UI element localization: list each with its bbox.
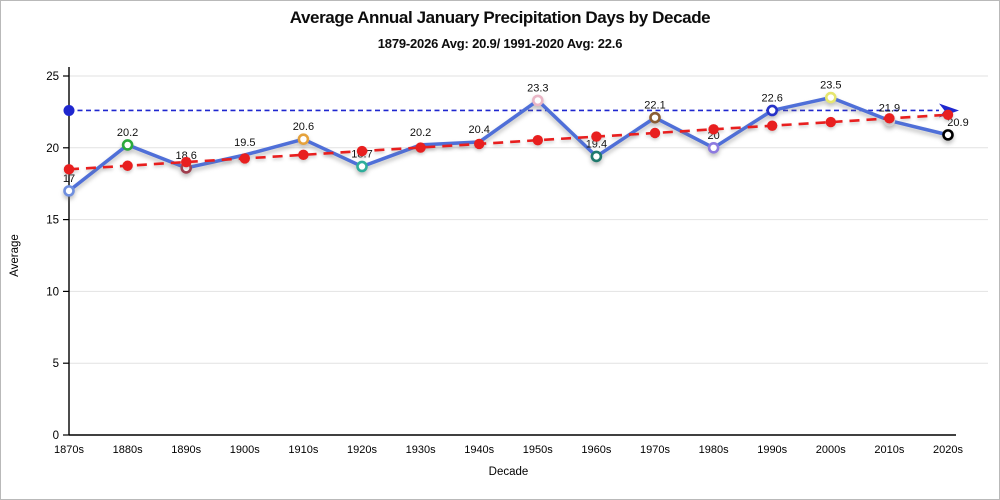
x-tick-label: 1940s <box>464 444 494 456</box>
data-label: 23.5 <box>820 80 841 92</box>
axes: 0 5 10 15 20 25 1870s 1880s 1890s 1900s 1910s 1920s… <box>9 67 963 478</box>
x-tick-label: 1880s <box>113 444 143 456</box>
data-label: 22.6 <box>761 92 782 104</box>
series-line <box>67 95 950 193</box>
data-point-marker <box>766 104 779 117</box>
reference-line-group <box>63 103 959 118</box>
x-tick-label: 2020s <box>933 444 963 456</box>
trend-point <box>942 109 954 120</box>
data-point-marker <box>942 129 954 141</box>
y-tick-label: 15 <box>46 215 59 227</box>
data-point-marker <box>824 91 837 104</box>
trend-point <box>532 134 543 146</box>
chart-subtitle: 1879-2026 Avg: 20.9/ 1991-2020 Avg: 22.6 <box>377 36 623 51</box>
chart-title: Average Annual January Precipitation Day… <box>289 8 711 27</box>
trend-point <box>63 164 75 175</box>
trend-point <box>474 138 485 150</box>
data-label: 20.2 <box>410 127 431 139</box>
data-label: 19.4 <box>586 138 607 150</box>
trend-point <box>298 149 309 161</box>
data-label: 17 <box>63 173 75 185</box>
data-labels: 1720.218.619.520.618.720.220.423.319.422… <box>63 80 969 185</box>
trend-point <box>356 145 368 157</box>
data-label: 18.6 <box>175 150 196 162</box>
x-tick-label: 1910s <box>288 444 318 456</box>
y-tick-label: 5 <box>53 358 59 370</box>
data-label: 19.5 <box>234 137 255 149</box>
y-tick-label: 20 <box>46 143 59 155</box>
trend-point <box>884 113 895 124</box>
trend-point <box>239 153 250 164</box>
y-tick-label: 10 <box>46 286 59 298</box>
x-tick-label: 1900s <box>230 444 260 456</box>
data-point-marker <box>121 139 134 151</box>
x-tick-label: 1920s <box>347 444 377 456</box>
trend-line-group <box>63 109 954 175</box>
data-point-marker <box>707 142 720 154</box>
x-tick-label: 1960s <box>581 444 611 456</box>
y-tick-label: 0 <box>53 430 59 442</box>
data-point-marker <box>590 150 603 163</box>
reference-start-dot <box>63 104 75 116</box>
gridlines <box>69 75 988 364</box>
data-point-marker <box>531 94 544 107</box>
x-tick-label: 1980s <box>699 444 729 456</box>
x-axis-title: Decade <box>489 466 529 478</box>
x-tick-label: 1950s <box>523 444 553 456</box>
data-label: 23.3 <box>527 82 548 94</box>
y-tick-label: 25 <box>46 71 59 83</box>
data-point-marker <box>356 160 368 173</box>
trend-point <box>825 116 836 128</box>
trend-point <box>649 127 661 139</box>
x-tick-label: 2010s <box>874 444 904 456</box>
trend-point <box>708 124 719 135</box>
data-label: 21.9 <box>879 103 900 115</box>
x-tick-label: 1890s <box>171 444 201 456</box>
x-tick-label: 1970s <box>640 444 670 456</box>
x-tick-label: 1930s <box>406 444 436 456</box>
plot-area: 0 5 10 15 20 25 1870s 1880s 1890s 1900s 1910s 1920s… <box>9 67 988 478</box>
data-label: 20.6 <box>293 121 314 133</box>
x-tick-label: 2000s <box>816 444 846 456</box>
trend-point <box>767 120 778 131</box>
series-line-group <box>63 91 954 197</box>
data-point-marker <box>297 133 310 145</box>
trend-point <box>415 142 426 153</box>
data-label: 20.2 <box>117 127 138 139</box>
trend-point <box>591 131 602 142</box>
data-label: 22.1 <box>644 100 665 112</box>
data-label: 20.9 <box>947 117 968 129</box>
trend-line <box>68 113 949 171</box>
y-axis-title: Average <box>9 234 21 277</box>
x-tick-label: 1990s <box>757 444 787 456</box>
trend-point <box>181 156 192 168</box>
data-point-marker <box>63 185 75 197</box>
data-point-marker <box>649 111 661 124</box>
trend-point <box>122 160 133 171</box>
x-tick-label: 1870s <box>54 444 84 456</box>
data-label: 20.4 <box>468 124 489 136</box>
